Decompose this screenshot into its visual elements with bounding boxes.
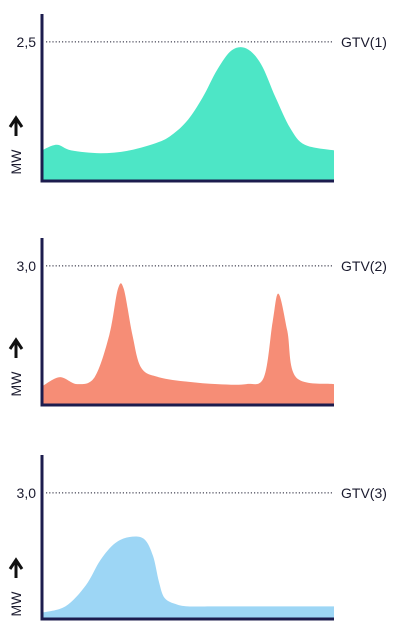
chart-2-up-arrow-icon — [8, 337, 24, 358]
chart-1-reference-label: GTV(1) — [341, 34, 387, 50]
chart-1-y-axis-label: MW — [8, 149, 24, 175]
chart-3-up-arrow-icon — [8, 557, 24, 578]
chart-1-up-arrow-icon — [8, 115, 24, 136]
chart-2-reference-label: GTV(2) — [341, 258, 387, 274]
chart-3-y-axis-label: MW — [8, 591, 24, 617]
chart-3: 3,0 GTV(3) MW — [8, 455, 387, 621]
chart-1-area — [42, 47, 334, 182]
chart-3-reference-label: GTV(3) — [341, 485, 387, 501]
chart-1-tick-label: 2,5 — [17, 34, 37, 50]
arrow-head — [8, 115, 24, 128]
chart-2-area — [42, 283, 334, 405]
chart-2-tick-label: 3,0 — [17, 258, 37, 274]
chart-3-area — [42, 536, 334, 619]
chart-2: 3,0 GTV(2) MW — [8, 238, 387, 407]
arrow-head — [8, 557, 24, 570]
chart-3-tick-label: 3,0 — [17, 485, 37, 501]
chart-1: 2,5 GTV(1) MW — [8, 14, 387, 183]
chart-2-y-axis-label: MW — [8, 371, 24, 397]
arrow-head — [8, 337, 24, 350]
